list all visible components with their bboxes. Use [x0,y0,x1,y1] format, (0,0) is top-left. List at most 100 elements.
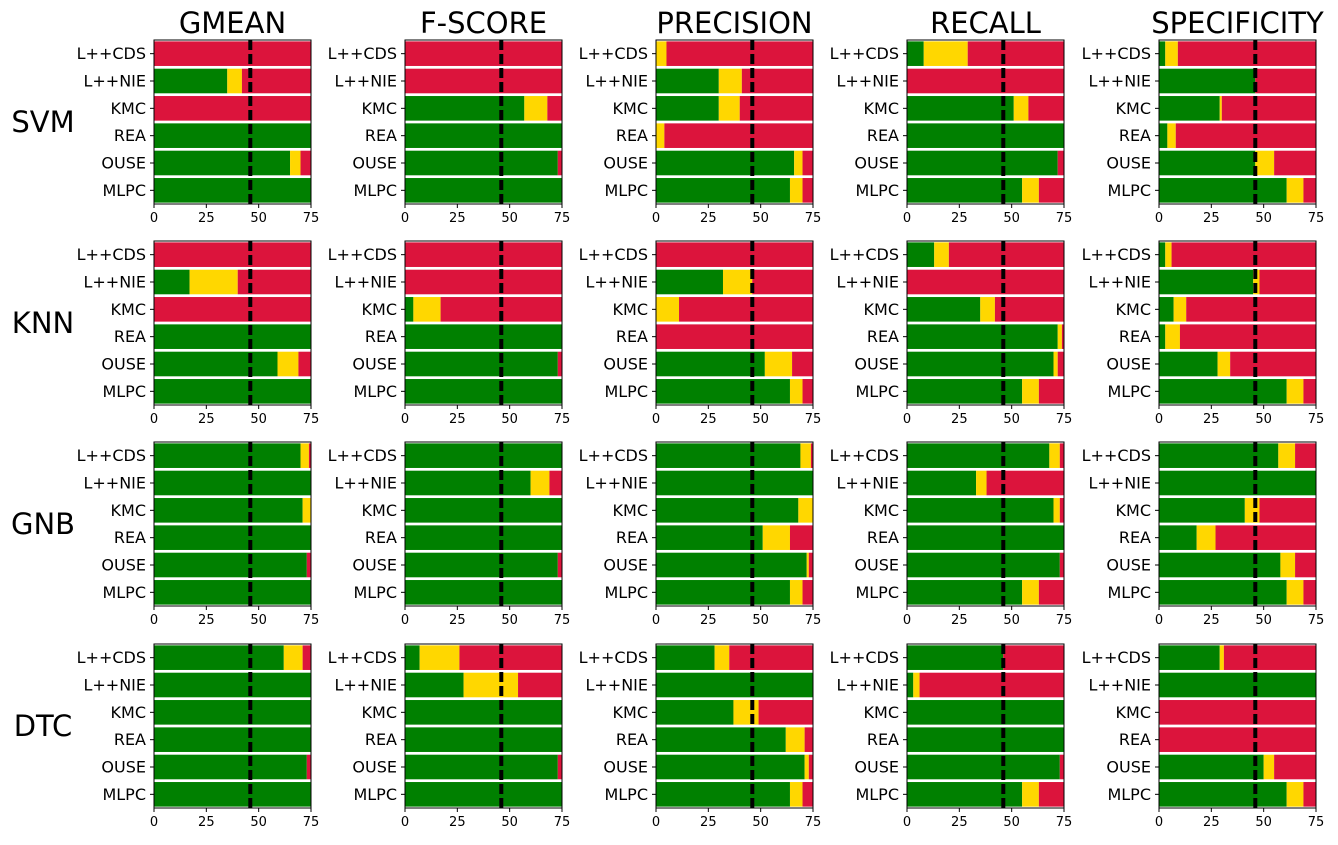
bar-segment-red [459,645,562,670]
x-tick-label: 0 [401,412,409,427]
bar-segment-red [802,379,813,404]
x-tick-label: 50 [250,412,267,427]
bar-segment-yellow [1022,782,1039,807]
bar-segment-red [1038,782,1064,807]
y-tick-label: L++CDS [328,245,397,264]
bar-segment-yellow [283,645,303,670]
y-tick-label: L++CDS [1082,446,1151,465]
x-tick-label: 0 [652,613,660,628]
bar-segment-green [656,672,813,698]
bar-segment-yellow [189,269,238,295]
bar-segment-green [154,150,291,176]
plot-frame [906,39,1065,205]
x-tick-label: 25 [449,815,466,830]
bar-segment-yellow [764,351,793,377]
x-tick-label: 75 [303,613,320,628]
bar-segment-red [306,754,311,780]
bar-segment-yellow [1057,324,1062,349]
y-tick-label: KMC [864,703,899,722]
bar-segment-green [154,727,311,752]
plot-frame [655,240,814,406]
bar-segment-red [302,645,311,670]
bar-segment-red [308,443,311,468]
y-tick-label: REA [1119,126,1151,145]
y-tick-label: L++NIE [585,676,648,695]
bar-segment-red [1028,96,1064,121]
x-tick-label: 0 [401,815,409,830]
y-tick-label: OUSE [352,355,397,374]
plot-frame [655,39,814,205]
bar-segment-green [1159,782,1287,807]
x-tick-label: 75 [1056,412,1073,427]
panel-gnb-precision: L++CDS L++NIE KMC REA OUSE MLPC 0 25 50 75 [579,441,822,628]
bar-segment-red [792,351,813,377]
y-tick-label: OUSE [603,758,648,777]
x-tick-label: 0 [401,613,409,628]
bar-segment-yellow [1217,351,1231,377]
classifier-label-dtc: DTC [14,709,73,743]
bar-segment-yellow [1165,242,1172,267]
y-tick-label: L++CDS [1082,245,1151,264]
bar-segment-red [1177,41,1316,66]
y-tick-label: REA [1119,528,1151,547]
bar-segment-red [656,242,813,267]
x-tick-label: 25 [1203,815,1220,830]
x-tick-label: 75 [805,815,822,830]
x-tick-label: 0 [150,815,158,830]
y-tick-label: MLPC [1107,181,1151,200]
y-tick-label: L++CDS [830,648,899,667]
panel-svm-recall: L++CDS L++NIE KMC REA OUSE MLPC 0 25 50 75 [830,39,1072,226]
bar-segment-green [154,552,307,578]
bar-segment-red [802,782,813,807]
panel-dtc-recall: L++CDS L++NIE KMC REA OUSE MLPC 0 25 50 75 [830,643,1072,830]
y-tick-label: L++CDS [328,446,397,465]
plot-frame [655,643,814,809]
y-tick-label: MLPC [604,181,648,200]
bar-segment-red [808,754,813,780]
bar-segment-red [1303,782,1316,807]
bar-segment-green [154,178,311,203]
bar-segment-red [1295,552,1316,578]
panel-dtc-gmean: L++CDS L++NIE KMC REA OUSE MLPC 0 25 50 75 [77,643,320,830]
bar-segment-red [1057,150,1064,176]
y-tick-label: KMC [362,703,397,722]
x-tick-label: 25 [951,211,968,226]
x-tick-label: 50 [501,815,518,830]
bar-segment-green [1159,96,1220,121]
bar-segment-yellow [714,645,730,670]
bar-segment-yellow [789,379,803,404]
bar-segment-red [810,443,813,468]
y-tick-label: KMC [111,501,146,520]
y-tick-label: L++CDS [579,245,648,264]
bar-segment-yellow [806,552,809,578]
x-tick-label: 50 [1255,815,1272,830]
bar-segment-yellow [1263,754,1275,780]
y-tick-label: MLPC [855,583,899,602]
y-tick-label: REA [365,528,397,547]
bar-segment-yellow [1286,580,1304,605]
x-tick-label: 25 [951,815,968,830]
x-tick-label: 50 [1255,211,1272,226]
panel-svm-gmean: L++CDS L++NIE KMC REA OUSE MLPC 0 25 50 75 [77,39,319,226]
bar-segment-green [656,782,790,807]
y-tick-label: REA [365,327,397,346]
panel-gnb-recall: L++CDS L++NIE KMC REA OUSE MLPC 0 25 50 75 [830,441,1072,628]
bar-segment-yellow [1053,351,1058,377]
x-tick-label: 75 [805,613,822,628]
x-tick-label: 50 [752,211,769,226]
metric-title-recall: RECALL [930,6,1041,40]
plot-frame [906,240,1065,406]
bar-segment-red [557,351,562,377]
bar-segment-red [1221,96,1316,121]
bar-segment-red [1259,269,1316,295]
y-tick-label: KMC [613,501,648,520]
y-tick-label: L++CDS [579,648,648,667]
x-tick-label: 75 [1308,815,1325,830]
y-tick-label: KMC [864,300,899,319]
y-tick-label: REA [365,730,397,749]
bar-segment-green [907,41,924,66]
y-tick-label: REA [114,126,146,145]
x-tick-label: 75 [303,815,320,830]
bar-segment-green [154,525,311,550]
bar-segment-yellow [290,150,301,176]
